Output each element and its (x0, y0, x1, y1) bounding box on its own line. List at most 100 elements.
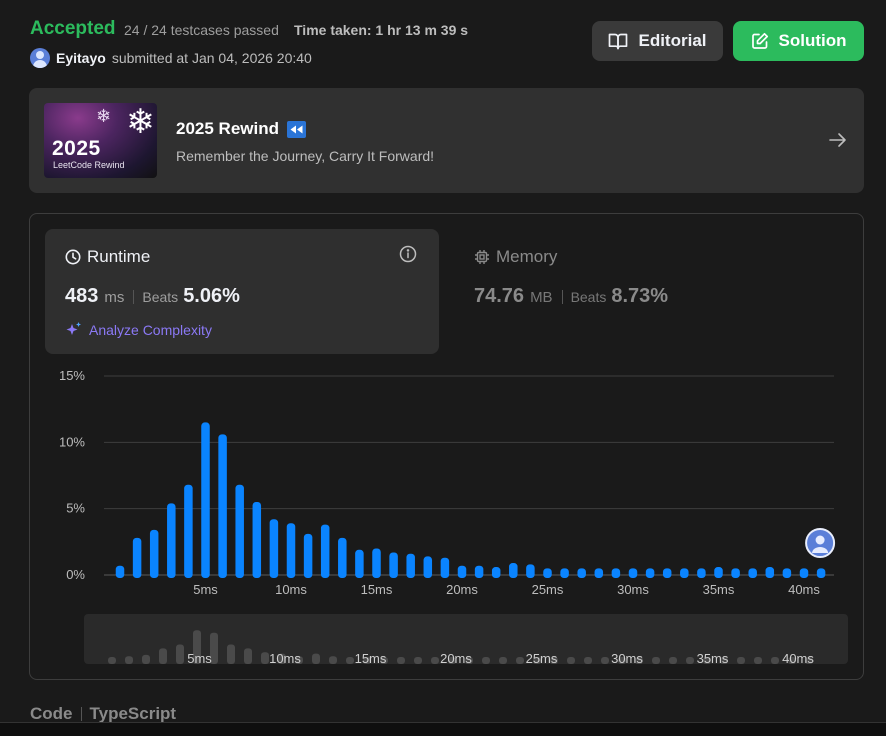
analyze-complexity-link[interactable]: Analyze Complexity (65, 321, 212, 338)
clock-icon (65, 249, 81, 265)
chart-bar (457, 565, 467, 578)
y-tick-label: 15% (59, 368, 85, 383)
overview-bar (788, 657, 796, 664)
overview-tick-label: 35ms (697, 651, 729, 666)
chart-bar (201, 422, 210, 578)
user-avatar-body (812, 547, 829, 553)
overview-bar (448, 657, 456, 664)
memory-beats-value: 8.73% (611, 285, 669, 307)
testcases-passed: 24 / 24 testcases passed (124, 22, 279, 38)
chart-grid (104, 375, 834, 576)
overview-bar (737, 657, 745, 664)
performance-card: Runtime 483 ms Beats 5.06% Analyze Compl… (29, 213, 864, 680)
y-tick-label: 5% (66, 501, 85, 516)
x-tick-label: 30ms (617, 582, 649, 597)
chart-bar (372, 548, 381, 578)
overview-bar (516, 657, 524, 664)
y-tick-label: 10% (59, 434, 85, 449)
code-label: Code (30, 704, 73, 723)
chart-bar (577, 568, 586, 578)
chart-bar (355, 549, 364, 578)
overview-bar (142, 654, 150, 664)
runtime-stats: 483 ms Beats 5.06% (65, 285, 240, 308)
chart-bar (731, 568, 740, 578)
runtime-beats-label: Beats (142, 289, 179, 305)
arrow-right-icon (829, 133, 846, 147)
overview-tick-label: 10ms (269, 651, 301, 666)
x-tick-label: 40ms (788, 582, 820, 597)
user-position-marker[interactable] (805, 528, 836, 558)
chart-bar (389, 552, 398, 578)
chart-bar (440, 557, 450, 578)
overview-bar (754, 657, 762, 664)
chart-bar (491, 567, 501, 578)
solution-button[interactable]: Solution (733, 21, 864, 61)
overview-bar (346, 657, 354, 664)
overview-tick-label: 15ms (355, 651, 387, 666)
banner-subtitle: Remember the Journey, Carry It Forward! (176, 148, 435, 164)
chart-bar (748, 568, 757, 578)
memory-beats-label: Beats (570, 289, 607, 305)
rewind-icon (287, 120, 306, 138)
chart-bar (662, 568, 672, 578)
username-link[interactable]: Eyitayo (56, 50, 106, 66)
divider (133, 289, 135, 304)
chart-bar (526, 564, 535, 578)
editorial-button[interactable]: Editorial (592, 21, 723, 61)
overview-bars (108, 630, 813, 664)
bottom-border (0, 722, 886, 736)
info-icon[interactable] (399, 245, 417, 263)
edit-icon (751, 32, 768, 49)
code-language[interactable]: TypeScript (89, 704, 177, 723)
chart-bar (115, 565, 125, 578)
divider (80, 707, 82, 721)
overview-bar (720, 657, 728, 664)
submitted-time: submitted at Jan 04, 2026 20:40 (111, 50, 312, 66)
book-icon (609, 33, 628, 50)
user-avatar[interactable] (30, 48, 50, 68)
overview-bar (686, 657, 694, 664)
overview-bar (550, 657, 558, 664)
memory-title-label: Memory (496, 247, 558, 266)
submission-status: Accepted (30, 18, 116, 39)
chart-bar (320, 524, 330, 578)
y-tick-label: 0% (66, 567, 85, 582)
overview-bar (465, 657, 473, 664)
overview-bar (499, 657, 507, 664)
overview-bar (108, 657, 116, 664)
x-tick-label: 10ms (275, 582, 307, 597)
runtime-title: Runtime (65, 247, 150, 267)
memory-title[interactable]: Memory (474, 247, 557, 267)
overview-bar (482, 657, 490, 664)
chart-bar (423, 556, 433, 578)
banner-image-year: 2025 (52, 137, 101, 160)
runtime-unit: ms (104, 289, 125, 306)
overview-bar (771, 657, 779, 664)
chart-bar (765, 567, 775, 578)
chart-range-slider[interactable] (84, 614, 848, 664)
chart-bar (680, 568, 689, 578)
chart-bar (303, 533, 313, 578)
x-axis-ticks: 5ms 10ms 15ms 20ms 25ms 30ms 35ms 40ms (193, 582, 820, 597)
chart-bar (645, 568, 655, 578)
chart-bar (269, 519, 279, 578)
rewind-banner[interactable]: ❄ ❄ 2025 LeetCode Rewind 2025 Rewind Rem… (29, 88, 864, 193)
sparkle-icon (66, 322, 81, 335)
overview-bar (584, 657, 592, 664)
snowflake-icon: ❄ (96, 106, 112, 126)
overview-bar (278, 653, 286, 664)
chart-bar (611, 568, 621, 578)
runtime-panel[interactable]: Runtime 483 ms Beats 5.06% Analyze Compl… (45, 229, 439, 354)
memory-stats: 74.76 MB Beats 8.73% (474, 285, 668, 308)
chart-bar (149, 529, 159, 578)
overview-bar (533, 657, 541, 664)
chart-bar (235, 484, 244, 578)
chip-icon (475, 250, 489, 264)
overview-bar (210, 632, 218, 664)
chart-bar (184, 484, 193, 578)
chart-bar (697, 568, 706, 578)
overview-tick-label: 5ms (187, 651, 212, 666)
overview-bar (261, 652, 269, 664)
snowflake-icon: ❄ (126, 103, 155, 141)
chart-bars (115, 422, 826, 578)
